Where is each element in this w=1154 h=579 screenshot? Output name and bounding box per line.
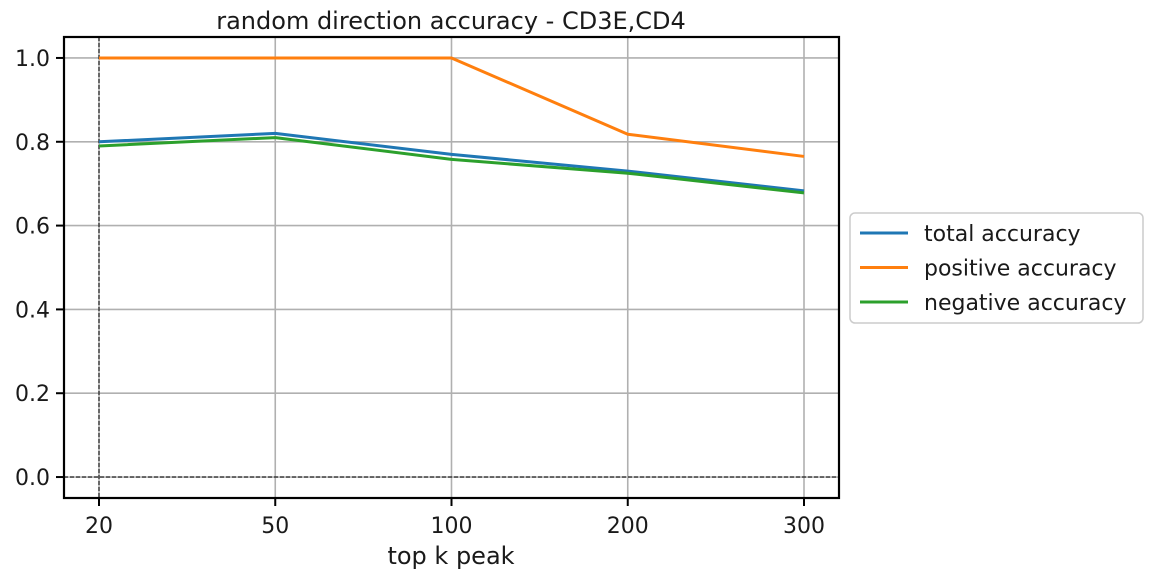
y-tick-label-0.4: 0.4: [15, 298, 50, 323]
reference-lines: [64, 37, 839, 498]
series-group: [98, 56, 805, 195]
series-line-2: [98, 136, 805, 195]
legend: total accuracy positive accuracy negative …: [849, 212, 1144, 324]
legend-label-0: total accuracy: [924, 222, 1081, 247]
series-line-0: [98, 131, 805, 193]
y-tick-label-0.2: 0.2: [15, 382, 50, 407]
y-tick-label-0.6: 0.6: [15, 215, 50, 240]
y-tick-label-1.0: 1.0: [15, 47, 50, 72]
y-axis-ticks: 0.0 0.2 0.4 0.6 0.8 1.0: [15, 47, 64, 491]
y-tick-label-0.0: 0.0: [15, 466, 50, 491]
y-tick-label-0.8: 0.8: [15, 131, 50, 156]
x-tick-label-200: 200: [607, 514, 649, 539]
grid: [64, 37, 839, 498]
x-tick-label-20: 20: [85, 514, 113, 539]
legend-box: [849, 212, 1144, 324]
series-line-1: [99, 56, 805, 158]
x-tick-label-300: 300: [783, 514, 825, 539]
x-tick-label-50: 50: [261, 514, 289, 539]
x-tick-label-100: 100: [431, 514, 473, 539]
x-axis-title: top k peak: [387, 542, 514, 570]
legend-label-2: negative accuracy: [924, 291, 1126, 316]
chart-title: random direction accuracy - CD3E,CD4: [216, 7, 686, 35]
legend-label-1: positive accuracy: [924, 257, 1117, 282]
x-axis-ticks: 20 50 100 200 300: [85, 498, 825, 539]
